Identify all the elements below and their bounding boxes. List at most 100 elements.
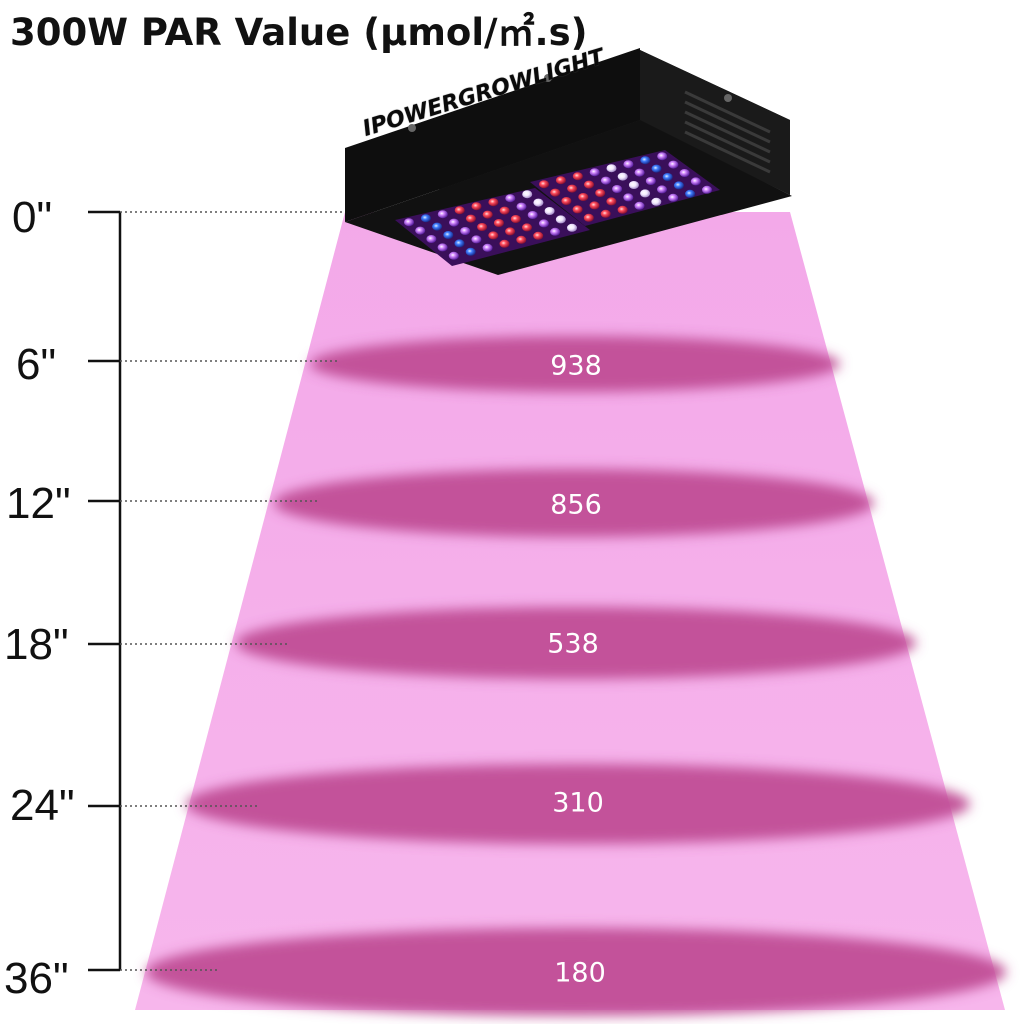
- led-diode: [668, 160, 679, 169]
- led-diode: [589, 168, 600, 177]
- ring-12in: [274, 469, 874, 537]
- led-diode: [499, 206, 510, 215]
- led-diode: [651, 164, 662, 173]
- led-diode: [645, 177, 656, 185]
- led-diode: [471, 235, 482, 244]
- led-diode: [465, 247, 476, 256]
- led-diode: [578, 193, 589, 201]
- led-diode: [538, 219, 549, 228]
- led-diode: [628, 181, 639, 189]
- led-diode: [488, 198, 499, 207]
- led-diode: [623, 160, 634, 169]
- led-diode: [477, 223, 488, 231]
- distance-label-12: 12": [6, 479, 71, 528]
- led-diode: [443, 231, 454, 239]
- led-diode: [668, 193, 679, 202]
- led-diode: [516, 202, 527, 211]
- led-diode: [493, 219, 504, 227]
- led-diode: [612, 185, 623, 193]
- led-diode: [702, 185, 712, 194]
- led-diode: [505, 194, 516, 203]
- led-diode: [555, 215, 566, 224]
- led-diode: [482, 210, 493, 219]
- led-diode: [404, 218, 414, 227]
- led-diode: [673, 181, 684, 190]
- led-diode: [454, 239, 465, 248]
- led-diode: [589, 201, 600, 210]
- led-diode: [572, 172, 583, 181]
- led-diode: [600, 176, 611, 185]
- led-diode: [600, 209, 611, 218]
- led-diode: [685, 189, 696, 198]
- par-value-36: 180: [554, 957, 606, 989]
- led-diode: [544, 207, 555, 215]
- led-diode: [617, 172, 628, 181]
- housing-front: [345, 48, 640, 222]
- led-diode: [623, 193, 634, 202]
- led-diode: [640, 156, 651, 165]
- led-diode: [522, 190, 533, 199]
- led-diode: [657, 185, 667, 194]
- led-diode: [488, 231, 499, 240]
- led-diode: [572, 205, 583, 214]
- led-diode: [561, 197, 572, 205]
- led-diode: [606, 164, 617, 173]
- ring-18in: [236, 607, 916, 679]
- led-diode: [555, 176, 566, 185]
- led-diode: [516, 235, 527, 244]
- led-diode: [449, 218, 459, 227]
- led-diode: [527, 211, 538, 219]
- led-diode: [533, 231, 544, 240]
- led-diode: [465, 214, 476, 223]
- par-value-18: 538: [547, 628, 599, 660]
- led-diode: [567, 223, 577, 232]
- ring-24in: [186, 764, 970, 844]
- led-diode: [482, 243, 493, 252]
- distance-label-24: 24": [10, 781, 75, 830]
- page-title: 300W PAR Value (µmol/㎡.s): [10, 11, 588, 54]
- led-diode: [460, 227, 471, 235]
- par-value-6: 938: [550, 350, 602, 382]
- led-diode: [437, 243, 448, 252]
- led-diode: [634, 168, 645, 177]
- led-diode: [448, 251, 459, 260]
- led-diode: [567, 184, 578, 193]
- led-diode: [606, 197, 617, 206]
- led-diode: [640, 189, 651, 198]
- grow-light-fixture: [345, 48, 792, 275]
- led-diode: [510, 215, 521, 223]
- led-diode: [505, 227, 516, 236]
- distance-label-0: 0": [12, 193, 53, 242]
- led-diode: [617, 205, 628, 214]
- led-diode: [651, 197, 662, 206]
- par-value-24: 310: [552, 787, 604, 819]
- led-diode: [437, 210, 448, 219]
- led-array: [404, 152, 712, 260]
- led-diode: [539, 180, 549, 189]
- ring-6in: [310, 336, 840, 392]
- led-diode: [415, 226, 426, 235]
- led-diode: [454, 206, 465, 215]
- led-diode: [679, 169, 690, 177]
- led-diode: [499, 239, 510, 248]
- led-diode: [595, 189, 606, 197]
- led-diode: [662, 173, 673, 181]
- vent-icon: [684, 90, 771, 174]
- led-diode: [550, 188, 561, 197]
- led-diode: [550, 227, 561, 236]
- led-diode: [584, 180, 594, 189]
- par-value-12: 856: [550, 489, 602, 521]
- led-diode: [690, 177, 701, 186]
- led-diode: [634, 201, 645, 210]
- distance-axis: [88, 210, 122, 972]
- housing-side: [640, 50, 790, 195]
- distance-label-36: 36": [4, 954, 69, 1003]
- led-diode: [533, 198, 544, 207]
- ring-36in: [146, 928, 1006, 1016]
- led-diode: [583, 213, 594, 222]
- leader-lines: [120, 211, 345, 971]
- distance-label-6: 6": [16, 340, 57, 389]
- led-diode: [657, 152, 668, 161]
- led-diode: [432, 222, 443, 231]
